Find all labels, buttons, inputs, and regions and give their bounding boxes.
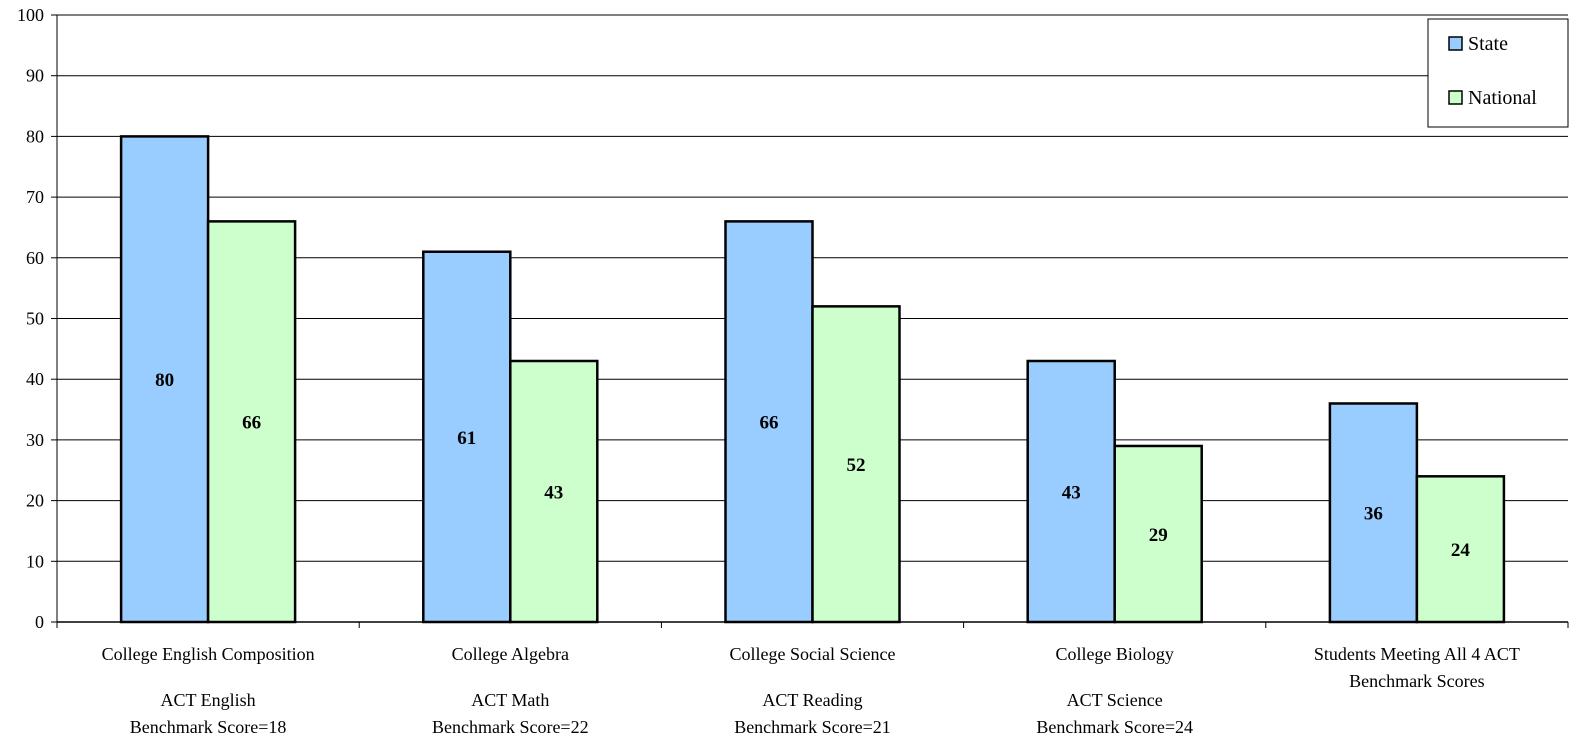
y-tick-label: 100 [17,5,44,25]
data-label: 43 [544,482,563,503]
category-label: College English Composition [102,644,315,664]
data-label: 80 [155,370,174,391]
category-label: College Biology [1055,644,1174,664]
legend-swatch-state [1448,36,1463,51]
y-tick-label: 80 [26,126,44,146]
category-sublabel: ACT Reading [762,690,862,710]
category-sublabel: ACT Science [1067,690,1163,710]
y-tick-label: 10 [26,551,44,571]
bars: 80 61 66 43 36 66 43 52 29 24 [119,135,1506,624]
category-sublabel: ACT Math [471,690,549,710]
data-label: 24 [1451,540,1471,561]
legend-swatch-national [1448,90,1463,105]
category-sublabel: Benchmark Score=18 [130,717,287,737]
category-label: College Algebra [452,644,569,664]
legend-label-national: National [1468,87,1537,109]
data-label: 66 [760,413,779,434]
y-tick-label: 70 [26,187,44,207]
y-tick-label: 30 [26,430,44,450]
y-tick-label: 50 [26,309,44,329]
legend-label-state: State [1468,33,1508,55]
category-label: Benchmark Scores [1349,671,1484,691]
category-sublabel: Benchmark Score=21 [734,717,891,737]
y-tick-label: 0 [35,612,44,632]
category-sublabel: ACT English [161,690,256,710]
bar-state-0 [119,135,210,624]
data-label: 29 [1149,525,1168,546]
data-label: 61 [457,428,476,449]
bar-national-1 [509,359,599,624]
category-sublabel: Benchmark Score=22 [432,717,589,737]
data-label: 36 [1364,504,1383,525]
bar-national-3 [1113,444,1203,624]
bar-national-2 [811,305,901,624]
y-axis: 0 10 20 30 40 50 60 70 80 90 100 [17,5,58,632]
category-sublabel: Benchmark Score=24 [1036,717,1193,737]
bar-national-0 [206,220,297,624]
data-label: 66 [242,413,261,434]
y-tick-label: 40 [26,369,44,389]
y-tick-label: 20 [26,491,44,511]
bar-national-4 [1415,475,1506,624]
legend: State National [1427,18,1569,128]
category-label: Students Meeting All 4 ACT [1314,644,1520,664]
bar-state-2 [724,220,814,624]
data-label: 43 [1062,482,1081,503]
y-tick-label: 90 [26,66,44,86]
category-label: College Social Science [730,644,896,664]
data-label: 52 [847,455,866,476]
y-tick-label: 60 [26,248,44,268]
x-axis: College English Composition ACT English Be… [56,621,1569,737]
